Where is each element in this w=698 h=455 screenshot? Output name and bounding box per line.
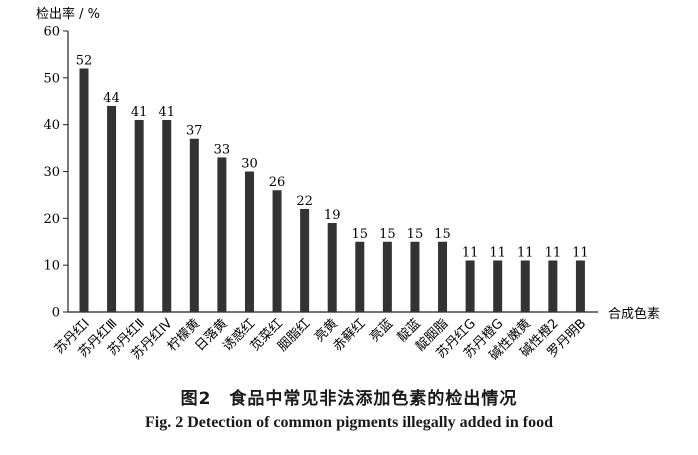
bar-value-label: 15 [434,227,451,242]
bar [79,68,89,312]
y-tick-label: 20 [43,212,60,227]
bar-value-label: 11 [545,245,562,260]
bar [410,241,420,312]
bar [134,119,144,312]
bar [520,260,530,312]
y-tick-label: 10 [43,259,60,274]
bar [438,241,448,312]
axes: 0 10 20 30 40 50 60 [43,25,598,321]
bar [465,260,475,312]
y-tick-label: 60 [43,25,60,40]
bar-value-label: 33 [214,142,231,157]
y-axis-title: 检出率 / % [36,6,100,22]
bar [272,190,282,312]
bar-value-label: 26 [269,175,286,190]
bars: 52苏丹红Ⅰ44苏丹红Ⅲ41苏丹红Ⅱ41苏丹红Ⅳ37柠檬黄33日落黄30诱惑红2… [51,53,589,363]
x-tick-label: 亮蓝 [366,316,396,346]
bar-value-label: 15 [379,227,396,242]
y-tick-label: 40 [43,118,60,133]
bar-value-label: 15 [407,227,424,242]
bar [548,260,558,312]
bar-value-label: 15 [352,227,369,242]
bar-value-label: 11 [489,245,506,260]
figure-caption-english: Fig. 2 Detection of common pigments ille… [145,414,553,431]
bar-value-label: 22 [296,194,313,209]
bar [300,208,310,312]
bar-value-label: 41 [158,105,175,120]
bar [217,157,227,312]
bar [162,119,172,312]
bar [244,171,254,312]
bar [355,241,365,312]
bar [382,241,392,312]
figure-caption-chinese: 图2 食品中常见非法添加色素的检出情况 [180,389,518,409]
bar-value-label: 11 [517,245,534,260]
bar [575,260,585,312]
y-tick-label: 0 [52,306,60,321]
y-tick-label: 30 [43,165,60,180]
bar [493,260,503,312]
bar-chart: 检出率 / % 合成色素 0 10 20 30 40 50 60 52苏丹红Ⅰ44苏丹红Ⅲ4… [36,6,660,364]
bar-value-label: 30 [241,157,258,172]
bar-value-label: 37 [186,124,203,139]
y-tick-label: 50 [43,71,60,86]
bar-value-label: 41 [131,105,148,120]
bar-value-label: 11 [572,245,589,260]
bar-value-label: 19 [324,208,341,223]
x-axis-title: 合成色素 [608,306,660,322]
bar-value-label: 52 [76,53,93,68]
bar [327,223,337,312]
bar-value-label: 44 [103,91,120,106]
bar-value-label: 11 [462,245,479,260]
bar [107,105,117,312]
bar [189,138,199,312]
